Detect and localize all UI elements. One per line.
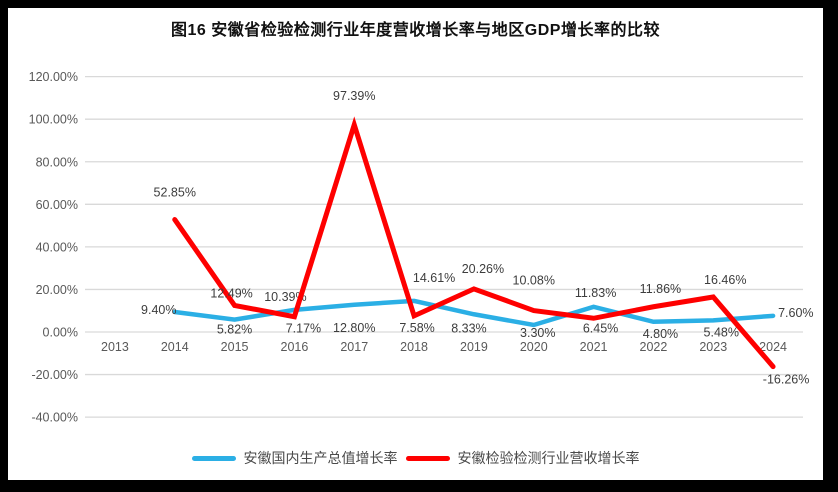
line-chart: 120.00% 100.00% 80.00% 60.00% 40.00% 20.00% 0.…: [29, 70, 814, 425]
y-axis-tick-label: 60.00%: [36, 198, 78, 212]
series-line-1: [172, 116, 776, 370]
x-axis-tick-label: 2015: [221, 340, 249, 354]
data-point-label: 6.45%: [583, 321, 618, 335]
data-point-label: 16.46%: [704, 273, 746, 287]
data-point-label: 14.61%: [413, 271, 455, 285]
x-axis-tick-label: 2019: [460, 340, 488, 354]
y-axis-tick-label: 0.00%: [43, 326, 78, 340]
x-axis-tick-label: 2020: [520, 340, 548, 354]
legend-label-gdp: 安徽国内生产总值增长率: [243, 450, 398, 466]
chart-title: 图16 安徽省检验检测行业年度营收增长率与地区GDP增长率的比较: [171, 22, 660, 39]
x-axis-tick-label: 2022: [640, 340, 668, 354]
legend-item-gdp: 安徽国内生产总值增长率: [191, 448, 398, 468]
x-axis-tick-label: 2016: [281, 340, 309, 354]
data-point-label: 7.60%: [778, 306, 813, 320]
x-axis-tick-label: 2014: [161, 340, 189, 354]
data-point-label: 12.80%: [333, 321, 375, 335]
data-point-label: 5.48%: [704, 325, 739, 339]
legend-item-industry: 安徽检验检测行业营收增长率: [405, 448, 640, 468]
data-point-label: 10.39%: [264, 290, 306, 304]
x-axis-tick-label: 2024: [759, 340, 787, 354]
x-axis-tick-label: 2021: [580, 340, 608, 354]
data-point-label: 5.82%: [217, 323, 252, 337]
data-point-label: 4.80%: [643, 327, 678, 341]
data-point-label: 12.49%: [210, 286, 252, 300]
gdp-line-swatch: [191, 455, 236, 461]
x-axis-tick-label: 2017: [340, 340, 368, 354]
y-axis-tick-label: 100.00%: [29, 113, 78, 127]
industry-line-swatch: [405, 455, 450, 461]
data-point-label: -16.26%: [763, 373, 810, 387]
data-point-label: 97.39%: [333, 89, 375, 103]
data-point-label: 11.83%: [575, 286, 616, 300]
x-axis-tick-label: 2013: [101, 340, 129, 354]
y-axis-tick-label: 80.00%: [36, 155, 78, 169]
legend: 安徽国内生产总值增长率 安徽检验检测行业营收增长率: [8, 446, 823, 470]
x-axis-tick-label: 2023: [699, 340, 727, 354]
legend-label-industry: 安徽检验检测行业营收增长率: [457, 450, 640, 466]
data-point-label: 20.26%: [462, 262, 504, 276]
data-point-label: 8.33%: [451, 321, 486, 335]
y-axis-tick-label: 120.00%: [29, 70, 78, 84]
data-point-label: 9.40%: [141, 303, 176, 317]
y-axis-tick-label: 40.00%: [36, 240, 78, 254]
data-point-label: 3.30%: [520, 326, 555, 340]
data-point-label: 7.17%: [286, 322, 321, 336]
data-point-label: 10.08%: [513, 274, 555, 288]
data-point-label: 7.58%: [399, 321, 434, 335]
data-point-label: 52.85%: [154, 186, 196, 200]
data-point-label: 11.86%: [640, 282, 681, 296]
x-axis-tick-label: 2018: [400, 340, 428, 354]
y-axis-tick-label: -40.00%: [31, 411, 78, 425]
y-axis-tick-label: 20.00%: [36, 283, 78, 297]
y-axis-tick-label: -20.00%: [31, 368, 78, 382]
